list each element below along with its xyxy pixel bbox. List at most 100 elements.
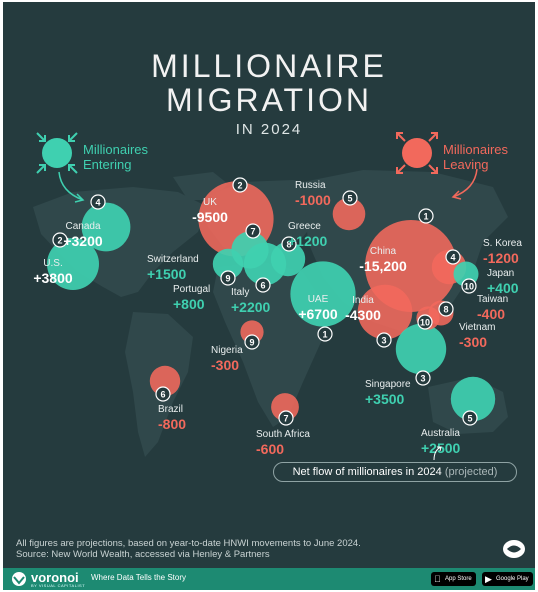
rank-text-taiwan: 8 [443, 305, 448, 315]
rank-badge-taiwan: 8 [438, 301, 454, 317]
label-india: India -4300 [345, 293, 381, 323]
label-taiwan: Taiwan -400 [477, 292, 508, 322]
rank-text-switzerland: 7 [250, 227, 255, 237]
rank-badge-uk: 2 [232, 177, 248, 193]
title-line-1: MILLIONAIRE [151, 48, 387, 84]
label-country-italy: Italy [231, 287, 250, 298]
infographic: MILLIONAIRE MIGRATION IN 2024 Millionair… [3, 2, 535, 590]
rank-badge-italy: 6 [255, 277, 271, 293]
label-china: China -15,200 [359, 244, 406, 274]
label-value-s-korea: -1200 [483, 250, 519, 266]
rank-badge-australia: 5 [462, 410, 478, 426]
label-s-korea: S. Korea -1200 [483, 236, 522, 266]
bubble-canada [81, 202, 131, 252]
rank-text-australia: 5 [467, 414, 472, 424]
label-country-portugal: Portugal [173, 284, 211, 295]
rank-badge-south-africa: 7 [278, 410, 294, 426]
rank-badge-u-s: 2 [52, 232, 68, 248]
app-store-label: App Store [445, 576, 472, 582]
rank-text-india: 3 [381, 336, 386, 346]
voronoi-badge-icon [503, 540, 525, 558]
label-switzerland: Switzerland +1500 [147, 252, 199, 282]
bubble-layer: 1 2 3 4 5 6 7 8 9 10 1 2 3 4 5 6 7 8 9 10 [47, 177, 496, 426]
label-country-japan: Japan [487, 268, 515, 279]
label-value-vietnam: -300 [459, 334, 488, 350]
label-country-india: India [352, 295, 374, 306]
rank-badge-portugal: 9 [220, 270, 236, 286]
rank-badge-uae: 1 [317, 326, 333, 342]
bubble-portugal [212, 248, 244, 280]
label-russia: Russia -1000 [295, 178, 331, 208]
tagline: Where Data Tells the Story [91, 573, 187, 582]
rank-text-portugal: 9 [225, 274, 230, 284]
google-play-button[interactable]: ▶ Google Play [482, 572, 533, 586]
rank-text-vietnam: 10 [420, 318, 430, 328]
title-line-2: MIGRATION [166, 82, 372, 118]
label-brazil: Brazil -800 [158, 402, 186, 432]
netflow-text: Net flow of millionaires in 2024 [292, 466, 442, 478]
rank-text-nigeria: 9 [249, 338, 254, 348]
rank-badge-greece: 8 [281, 236, 297, 252]
voronoi-logo-icon [12, 572, 26, 586]
label-country-russia: Russia [295, 180, 326, 191]
label-value-russia: -1000 [295, 192, 331, 208]
bubble-u-s [47, 238, 99, 290]
brand-name: voronoi [31, 570, 79, 585]
rank-text-canada: 4 [95, 198, 100, 208]
label-value-uae: +6700 [298, 306, 338, 322]
label-portugal: Portugal +800 [173, 282, 210, 312]
brand-subtitle: BY VISUAL CAPITALIST [31, 583, 86, 588]
netflow-note: (projected) [444, 466, 498, 478]
netflow-pointer-icon [433, 446, 442, 461]
leaving-legend-icon [396, 132, 438, 174]
label-value-portugal: +800 [173, 296, 205, 312]
bubble-india [357, 284, 413, 340]
label-country-canada: Canada [65, 221, 101, 232]
label-u-s: U.S. +3800 [33, 256, 72, 286]
label-country-australia: Australia [421, 428, 460, 439]
label-country-uk: UK [203, 197, 217, 208]
entering-arrow-icon [58, 171, 85, 203]
label-value-greece: +1200 [288, 233, 328, 249]
label-value-u-s: +3800 [33, 270, 73, 286]
label-value-brazil: -800 [158, 416, 187, 432]
label-japan: Japan +400 [487, 266, 519, 296]
netflow-label: Net flow of millionaires in 2024 (projec… [273, 462, 517, 482]
rank-badge-canada: 4 [90, 194, 106, 210]
label-country-u-s: U.S. [43, 258, 63, 269]
bubble-greece [270, 241, 306, 277]
rank-text-greece: 8 [286, 240, 291, 250]
footnote: All figures are projections, based on ye… [16, 538, 361, 560]
leaving-arrow-icon [451, 168, 478, 200]
label-canada: Canada +3200 [63, 219, 102, 249]
label-value-taiwan: -400 [477, 306, 506, 322]
rank-text-italy: 6 [260, 281, 265, 291]
entering-legend-icon [36, 132, 78, 174]
label-italy: Italy +2200 [231, 285, 270, 315]
rank-badge-japan: 10 [461, 278, 477, 294]
label-country-taiwan: Taiwan [477, 294, 509, 305]
app-store-button[interactable]:  App Store [431, 572, 476, 586]
rank-badge-india: 3 [376, 332, 392, 348]
google-play-label: Google Play [496, 576, 529, 582]
label-uae: UAE +6700 [298, 292, 337, 322]
label-singapore: Singapore +3500 [365, 377, 411, 407]
label-country-s-korea: S. Korea [483, 238, 522, 249]
label-value-nigeria: -300 [211, 357, 240, 373]
label-value-india: -4300 [345, 307, 381, 323]
rank-badge-switzerland: 7 [245, 223, 261, 239]
rank-badge-russia: 5 [342, 190, 358, 206]
label-south-africa: South Africa -600 [256, 427, 310, 457]
label-nigeria: Nigeria -300 [211, 343, 243, 373]
rank-badge-china: 1 [418, 208, 434, 224]
label-country-greece: Greece [288, 221, 321, 232]
label-greece: Greece +1200 [288, 219, 327, 249]
play-icon: ▶ [485, 574, 492, 584]
label-country-nigeria: Nigeria [211, 345, 243, 356]
rank-text-south-africa: 7 [283, 414, 288, 424]
label-value-china: -15,200 [359, 258, 407, 274]
label-value-south-africa: -600 [256, 441, 285, 457]
label-uk: UK -9500 [192, 195, 228, 225]
label-country-uae: UAE [307, 294, 329, 305]
label-country-singapore: Singapore [365, 379, 411, 390]
